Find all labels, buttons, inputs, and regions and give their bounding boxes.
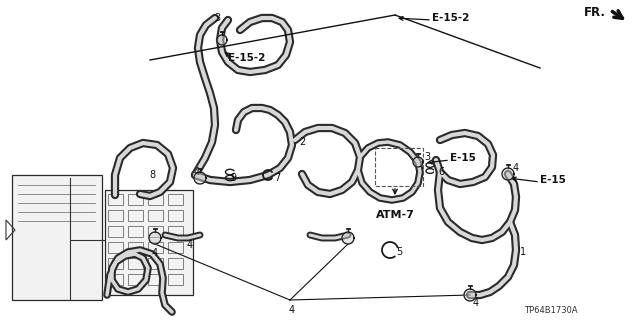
Text: E-15: E-15: [450, 153, 476, 163]
Polygon shape: [217, 35, 227, 45]
Polygon shape: [149, 232, 161, 244]
Bar: [168, 194, 183, 205]
Text: 1: 1: [520, 247, 526, 257]
Text: FR.: FR.: [584, 5, 606, 19]
Bar: [108, 194, 123, 205]
Bar: [108, 226, 123, 237]
Bar: [148, 242, 163, 253]
Bar: [128, 226, 143, 237]
Text: 4: 4: [194, 167, 200, 177]
Text: 6: 6: [438, 167, 444, 177]
Text: 4: 4: [473, 298, 479, 308]
Text: 8: 8: [149, 170, 155, 180]
FancyBboxPatch shape: [105, 190, 193, 295]
Bar: [128, 274, 143, 285]
FancyBboxPatch shape: [12, 175, 102, 300]
Polygon shape: [464, 289, 476, 301]
Polygon shape: [502, 168, 514, 180]
Bar: [128, 258, 143, 269]
Bar: [148, 210, 163, 221]
Bar: [168, 258, 183, 269]
Bar: [128, 210, 143, 221]
Polygon shape: [342, 232, 354, 244]
Text: 9: 9: [230, 173, 236, 183]
Polygon shape: [413, 157, 423, 167]
Text: 5: 5: [396, 247, 403, 257]
Bar: [108, 242, 123, 253]
Text: E-15: E-15: [540, 175, 566, 185]
Text: 4: 4: [289, 305, 295, 315]
Text: 4: 4: [152, 248, 158, 258]
Text: E-15-2: E-15-2: [228, 53, 266, 63]
Text: TP64B1730A: TP64B1730A: [524, 306, 578, 315]
Bar: [148, 194, 163, 205]
Bar: [128, 242, 143, 253]
Bar: [148, 258, 163, 269]
Text: 3: 3: [214, 13, 220, 23]
Text: E-15-2: E-15-2: [432, 13, 469, 23]
Bar: [168, 210, 183, 221]
Text: 4: 4: [513, 163, 519, 173]
Text: 2: 2: [299, 137, 305, 147]
Bar: [108, 210, 123, 221]
Bar: [375, 148, 423, 186]
Bar: [168, 242, 183, 253]
Bar: [168, 226, 183, 237]
Bar: [108, 274, 123, 285]
Bar: [148, 226, 163, 237]
Text: 7: 7: [274, 173, 280, 183]
Polygon shape: [194, 172, 206, 184]
Bar: [148, 274, 163, 285]
Text: 4: 4: [187, 240, 193, 250]
Bar: [128, 194, 143, 205]
Text: ATM-7: ATM-7: [376, 210, 415, 220]
Bar: [108, 258, 123, 269]
Text: 3: 3: [424, 152, 430, 162]
Bar: [168, 274, 183, 285]
